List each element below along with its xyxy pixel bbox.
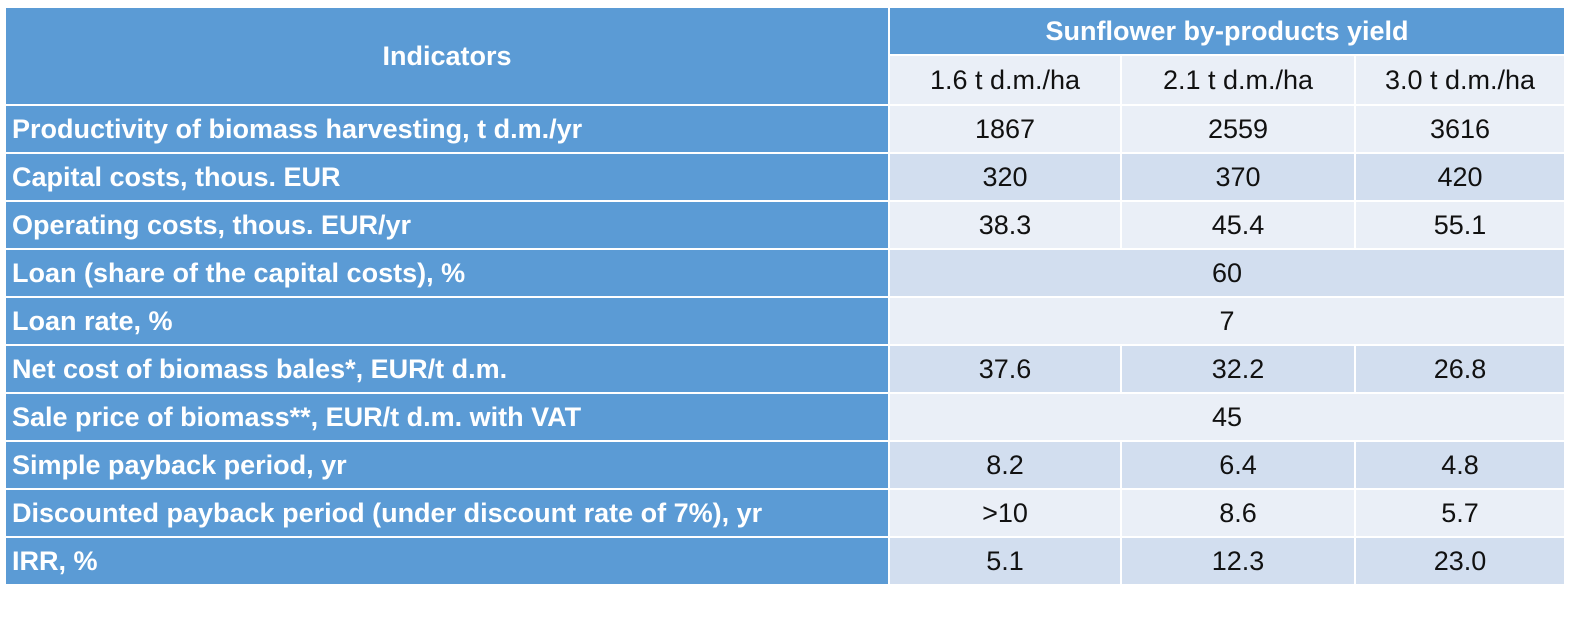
header-row: Indicators Sunflower by-products yield bbox=[4, 6, 1567, 106]
cell-value: 45.4 bbox=[1120, 200, 1356, 250]
column-header: 3.0 t d.m./ha bbox=[1353, 54, 1567, 106]
cell-value: 23.0 bbox=[1353, 536, 1567, 586]
row-label: Productivity of biomass harvesting, t d.… bbox=[4, 104, 890, 154]
table-row: Sale price of biomass**, EUR/t d.m. with… bbox=[4, 392, 1567, 442]
indicators-header: Indicators bbox=[4, 6, 890, 106]
column-header: 2.1 t d.m./ha bbox=[1120, 54, 1356, 106]
group-header: Sunflower by-products yield bbox=[887, 6, 1567, 56]
row-label: Net cost of biomass bales*, EUR/t d.m. bbox=[4, 344, 890, 394]
row-label: Capital costs, thous. EUR bbox=[4, 152, 890, 202]
cell-value: 5.1 bbox=[888, 536, 1122, 586]
cell-value: 8.6 bbox=[1120, 488, 1356, 538]
row-label: Sale price of biomass**, EUR/t d.m. with… bbox=[4, 392, 890, 442]
table-row: IRR, % 5.1 12.3 23.0 bbox=[4, 536, 1567, 586]
cell-value: 32.2 bbox=[1120, 344, 1356, 394]
cell-value: 4.8 bbox=[1353, 440, 1567, 490]
row-label: Loan rate, % bbox=[4, 296, 890, 346]
indicators-table: Indicators Sunflower by-products yield 1… bbox=[4, 6, 1567, 586]
cell-value: 7 bbox=[887, 296, 1567, 346]
table-row: Productivity of biomass harvesting, t d.… bbox=[4, 104, 1567, 154]
cell-value: 2559 bbox=[1120, 104, 1356, 154]
subheader-row: 1.6 t d.m./ha 2.1 t d.m./ha 3.0 t d.m./ha bbox=[5, 54, 1567, 106]
cell-value: 60 bbox=[887, 248, 1567, 298]
table-row: Simple payback period, yr 8.2 6.4 4.8 bbox=[4, 440, 1567, 490]
table-row: Loan (share of the capital costs), % 60 bbox=[4, 248, 1567, 298]
cell-value: 320 bbox=[888, 152, 1122, 202]
cell-value: 45 bbox=[887, 392, 1567, 442]
cell-value: 1867 bbox=[888, 104, 1122, 154]
cell-value: 12.3 bbox=[1120, 536, 1356, 586]
row-label: Operating costs, thous. EUR/yr bbox=[4, 200, 890, 250]
row-label: Simple payback period, yr bbox=[4, 440, 890, 490]
cell-value: 26.8 bbox=[1353, 344, 1567, 394]
table-header: Indicators Sunflower by-products yield 1… bbox=[4, 6, 1567, 106]
table-row: Operating costs, thous. EUR/yr 38.3 45.4 55… bbox=[4, 200, 1567, 250]
cell-value: 6.4 bbox=[1120, 440, 1356, 490]
table-row: Net cost of biomass bales*, EUR/t d.m. 37… bbox=[4, 344, 1567, 394]
cell-value: >10 bbox=[888, 488, 1122, 538]
row-label: IRR, % bbox=[4, 536, 890, 586]
row-label: Loan (share of the capital costs), % bbox=[4, 248, 890, 298]
cell-value: 55.1 bbox=[1353, 200, 1567, 250]
cell-value: 37.6 bbox=[888, 344, 1122, 394]
row-label: Discounted payback period (under discoun… bbox=[4, 488, 890, 538]
cell-value: 3616 bbox=[1353, 104, 1567, 154]
cell-value: 420 bbox=[1353, 152, 1567, 202]
table-row: Discounted payback period (under discoun… bbox=[4, 488, 1567, 538]
cell-value: 38.3 bbox=[888, 200, 1122, 250]
table-row: Loan rate, % 7 bbox=[4, 296, 1567, 346]
column-header: 1.6 t d.m./ha bbox=[888, 54, 1122, 106]
cell-value: 370 bbox=[1120, 152, 1356, 202]
table-row: Capital costs, thous. EUR 320 370 420 bbox=[4, 152, 1567, 202]
cell-value: 8.2 bbox=[888, 440, 1122, 490]
table-body: Productivity of biomass harvesting, t d.… bbox=[4, 104, 1567, 586]
cell-value: 5.7 bbox=[1353, 488, 1567, 538]
